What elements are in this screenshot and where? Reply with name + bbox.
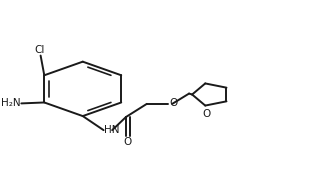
Text: O: O (202, 109, 210, 119)
Text: O: O (169, 98, 178, 108)
Text: O: O (124, 137, 132, 147)
Text: HN: HN (104, 125, 120, 135)
Text: H₂N: H₂N (1, 98, 20, 108)
Text: Cl: Cl (35, 45, 45, 55)
